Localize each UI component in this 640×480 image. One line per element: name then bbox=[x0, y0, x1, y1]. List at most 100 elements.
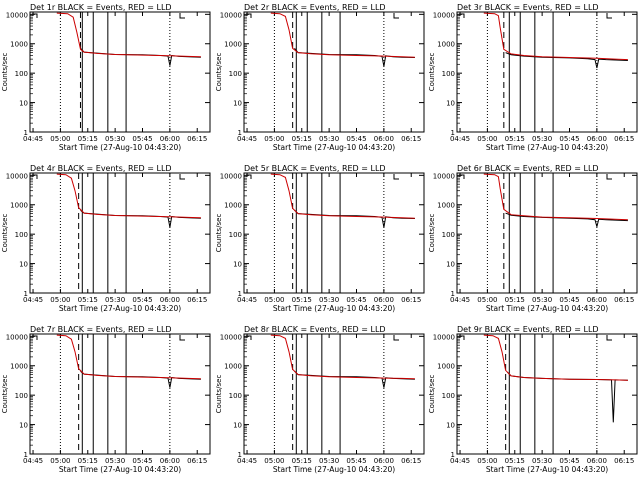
x-tick-label: 06:00 bbox=[160, 135, 180, 143]
y-tick-label: 10000 bbox=[6, 333, 28, 341]
x-tick-label: 05:30 bbox=[532, 296, 552, 304]
x-tick-label: 05:00 bbox=[264, 135, 284, 143]
bracket-glyph bbox=[179, 13, 185, 19]
y-tick-label: 1000 bbox=[437, 41, 455, 49]
y-tick-label: 1000 bbox=[437, 363, 455, 371]
panel-title: Det 5r BLACK = Events, RED = LLD bbox=[244, 164, 386, 173]
x-tick-label: 05:45 bbox=[346, 135, 366, 143]
x-tick-label: 04:45 bbox=[450, 135, 470, 143]
x-tick-label: 05:15 bbox=[292, 296, 312, 304]
x-tick-label: 05:30 bbox=[105, 135, 125, 143]
detector-panel: Det 8r BLACK = Events, RED = LLD 1 10 100 10… bbox=[215, 325, 425, 474]
y-tick-label: 10 bbox=[233, 422, 242, 430]
bracket-glyph bbox=[32, 335, 38, 340]
y-tick-label: 10 bbox=[446, 422, 455, 430]
bracket-glyph bbox=[459, 335, 465, 340]
detector-panel: Det 4r BLACK = Events, RED = LLD 1 10 100 10… bbox=[1, 164, 211, 313]
y-axis-label: Counts/sec bbox=[428, 375, 436, 414]
x-tick-label: 06:15 bbox=[614, 135, 634, 143]
y-tick-label: 1 bbox=[451, 290, 455, 298]
bracket-glyph bbox=[246, 13, 252, 18]
y-tick-label: 100 bbox=[15, 392, 28, 400]
detector-panel: Det 3r BLACK = Events, RED = LLD 1 10 100 10… bbox=[428, 3, 638, 152]
x-tick-label: 05:45 bbox=[132, 457, 152, 465]
plot-frame bbox=[456, 172, 638, 294]
x-tick-label: 05:15 bbox=[505, 135, 525, 143]
bracket-glyph bbox=[393, 335, 399, 341]
x-tick-label: 04:45 bbox=[237, 296, 257, 304]
panel-title: Det 3r BLACK = Events, RED = LLD bbox=[457, 3, 599, 12]
series-line-events bbox=[505, 52, 628, 69]
y-tick-label: 10 bbox=[446, 261, 455, 269]
bracket-glyph bbox=[246, 335, 252, 340]
x-tick-label: 05:15 bbox=[78, 296, 98, 304]
plot-frame bbox=[456, 333, 638, 455]
panel-title: Det 7r BLACK = Events, RED = LLD bbox=[30, 325, 172, 334]
y-tick-label: 10000 bbox=[220, 11, 242, 19]
y-tick-label: 1000 bbox=[224, 363, 242, 371]
x-tick-label: 04:45 bbox=[237, 135, 257, 143]
series-line-lld bbox=[483, 12, 628, 61]
y-tick-label: 10 bbox=[233, 261, 242, 269]
x-tick-label: 05:45 bbox=[559, 457, 579, 465]
x-tick-label: 06:15 bbox=[187, 135, 207, 143]
panel-title: Det 4r BLACK = Events, RED = LLD bbox=[30, 164, 172, 173]
x-tick-label: 05:00 bbox=[477, 457, 497, 465]
x-tick-label: 05:00 bbox=[264, 457, 284, 465]
plot-frame bbox=[243, 172, 425, 294]
y-tick-label: 10000 bbox=[6, 11, 28, 19]
x-axis-label: Start Time (27-Aug-10 04:43:20) bbox=[273, 465, 395, 474]
y-tick-label: 100 bbox=[229, 392, 242, 400]
x-tick-label: 06:00 bbox=[374, 135, 394, 143]
y-tick-label: 100 bbox=[15, 231, 28, 239]
y-tick-label: 1 bbox=[24, 129, 28, 137]
x-tick-label: 06:00 bbox=[587, 135, 607, 143]
x-tick-label: 04:45 bbox=[450, 296, 470, 304]
x-tick-label: 05:30 bbox=[105, 296, 125, 304]
x-tick-label: 05:00 bbox=[264, 296, 284, 304]
y-tick-label: 1 bbox=[24, 451, 28, 459]
x-tick-label: 05:45 bbox=[132, 296, 152, 304]
y-tick-label: 1000 bbox=[10, 202, 28, 210]
y-tick-label: 10 bbox=[233, 100, 242, 108]
y-tick-label: 1000 bbox=[10, 41, 28, 49]
x-tick-label: 05:15 bbox=[292, 457, 312, 465]
y-tick-label: 1 bbox=[238, 290, 242, 298]
x-tick-label: 05:30 bbox=[319, 135, 339, 143]
x-tick-label: 05:30 bbox=[532, 457, 552, 465]
plot-frame bbox=[456, 11, 638, 133]
series-line-lld bbox=[270, 334, 415, 380]
bracket-glyph bbox=[459, 174, 465, 179]
x-tick-label: 05:15 bbox=[78, 457, 98, 465]
y-axis-label: Counts/sec bbox=[1, 214, 9, 253]
y-tick-label: 100 bbox=[229, 231, 242, 239]
x-tick-label: 06:00 bbox=[587, 457, 607, 465]
y-tick-label: 10000 bbox=[433, 172, 455, 180]
plot-frame bbox=[29, 172, 211, 294]
y-tick-label: 1000 bbox=[437, 202, 455, 210]
series-line-lld bbox=[270, 12, 415, 58]
detector-panel: Det 2r BLACK = Events, RED = LLD 1 10 100 10… bbox=[215, 3, 425, 152]
plot-frame bbox=[243, 333, 425, 455]
x-tick-label: 06:15 bbox=[401, 296, 421, 304]
bracket-glyph bbox=[606, 335, 612, 341]
x-tick-label: 05:45 bbox=[559, 135, 579, 143]
y-tick-label: 10 bbox=[19, 422, 28, 430]
y-axis-label: Counts/sec bbox=[215, 375, 223, 414]
bracket-glyph bbox=[179, 335, 185, 341]
series-line-events bbox=[505, 212, 628, 227]
x-tick-label: 04:45 bbox=[23, 457, 43, 465]
detector-panel: Det 9r BLACK = Events, RED = LLD 1 10 100 10… bbox=[428, 325, 638, 474]
x-tick-label: 05:30 bbox=[532, 135, 552, 143]
x-tick-label: 05:30 bbox=[105, 457, 125, 465]
x-axis-label: Start Time (27-Aug-10 04:43:20) bbox=[486, 465, 608, 474]
x-tick-label: 04:45 bbox=[450, 457, 470, 465]
plot-frame bbox=[243, 11, 425, 133]
x-axis-label: Start Time (27-Aug-10 04:43:20) bbox=[486, 304, 608, 313]
panel-title: Det 8r BLACK = Events, RED = LLD bbox=[244, 325, 386, 334]
x-tick-label: 05:45 bbox=[346, 296, 366, 304]
y-tick-label: 10000 bbox=[433, 333, 455, 341]
y-tick-label: 1000 bbox=[10, 363, 28, 371]
